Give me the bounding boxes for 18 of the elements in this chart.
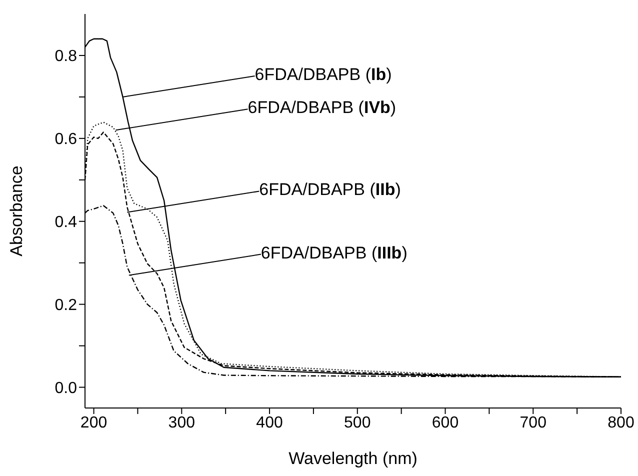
x-axis-title: Wavelength (nm) — [288, 449, 418, 468]
annotation: 6FDA/DBAPB (IIIb) — [260, 244, 408, 263]
y-axis-title: Absorbance — [7, 166, 26, 256]
x-tick-label: 200 — [80, 414, 108, 432]
y-tick-label: 0.8 — [54, 48, 78, 66]
annotation: 6FDA/DBAPB (IIb) — [259, 180, 401, 200]
x-tick-label: 500 — [344, 414, 371, 432]
x-tick-label: 700 — [520, 414, 547, 432]
x-tick-label: 800 — [608, 414, 634, 432]
y-tick-label: 0.2 — [54, 296, 78, 314]
y-tick-label: 0.0 — [54, 380, 78, 397]
x-tick-label: 400 — [256, 414, 283, 432]
annotation: 6FDA/DBAPB (Ib) — [254, 65, 392, 84]
x-tick-label: 600 — [432, 414, 459, 432]
x-tick-label: 300 — [168, 414, 196, 432]
y-tick-label: 0.6 — [54, 131, 78, 148]
annotation: 6FDA/DBAPB (IVb) — [248, 98, 396, 118]
y-tick-label: 0.4 — [54, 214, 78, 232]
